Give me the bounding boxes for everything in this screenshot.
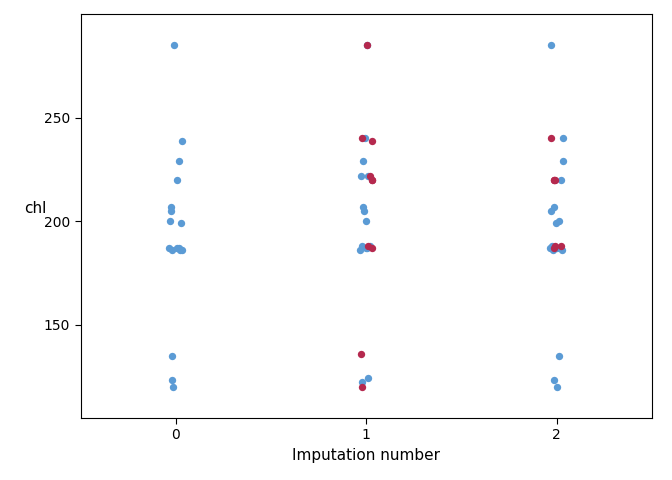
Point xyxy=(546,42,556,49)
Point xyxy=(358,157,369,165)
Point xyxy=(552,383,562,390)
Point xyxy=(355,349,366,357)
Point xyxy=(360,134,371,142)
Y-axis label: chl: chl xyxy=(24,201,46,216)
Point xyxy=(366,176,377,184)
Point xyxy=(367,137,378,144)
Point xyxy=(556,246,567,254)
Point xyxy=(554,352,564,360)
Point xyxy=(367,176,378,184)
Point xyxy=(365,242,376,250)
Point xyxy=(546,207,556,215)
Point xyxy=(167,246,177,254)
Point xyxy=(554,217,564,225)
Point xyxy=(359,207,370,215)
Point xyxy=(545,244,556,252)
Point xyxy=(548,176,559,184)
Point xyxy=(172,176,183,184)
Point xyxy=(357,383,368,390)
Point xyxy=(175,219,186,227)
Point xyxy=(177,246,187,254)
Point xyxy=(548,246,559,254)
Point xyxy=(551,244,562,252)
Point xyxy=(361,42,372,49)
Point xyxy=(364,172,375,180)
Point xyxy=(362,172,373,180)
X-axis label: Imputation number: Imputation number xyxy=(292,447,440,463)
Point xyxy=(166,376,177,384)
Point xyxy=(361,244,372,252)
Point xyxy=(362,374,373,382)
Point xyxy=(550,219,561,227)
Point xyxy=(357,134,368,142)
Point xyxy=(168,383,179,390)
Point xyxy=(549,242,560,250)
Point xyxy=(165,217,175,225)
Point xyxy=(358,203,369,211)
Point xyxy=(166,207,177,215)
Point xyxy=(360,217,371,225)
Point xyxy=(366,244,377,252)
Point xyxy=(355,246,366,254)
Point xyxy=(166,352,177,360)
Point xyxy=(555,176,566,184)
Point xyxy=(558,157,569,165)
Point xyxy=(173,157,184,165)
Point xyxy=(177,137,187,144)
Point xyxy=(548,203,559,211)
Point xyxy=(549,176,560,184)
Point xyxy=(362,242,373,250)
Point xyxy=(362,244,373,252)
Point xyxy=(164,244,175,252)
Point xyxy=(166,203,177,211)
Point xyxy=(356,172,367,180)
Point xyxy=(169,42,179,49)
Point xyxy=(357,242,368,250)
Point xyxy=(356,379,367,386)
Point xyxy=(173,244,184,252)
Point xyxy=(557,134,568,142)
Point xyxy=(556,242,566,250)
Point xyxy=(548,244,559,252)
Point xyxy=(362,42,372,49)
Point xyxy=(550,176,560,184)
Point xyxy=(175,246,185,254)
Point xyxy=(546,242,557,250)
Point xyxy=(172,244,183,252)
Point xyxy=(545,134,556,142)
Point xyxy=(549,376,560,384)
